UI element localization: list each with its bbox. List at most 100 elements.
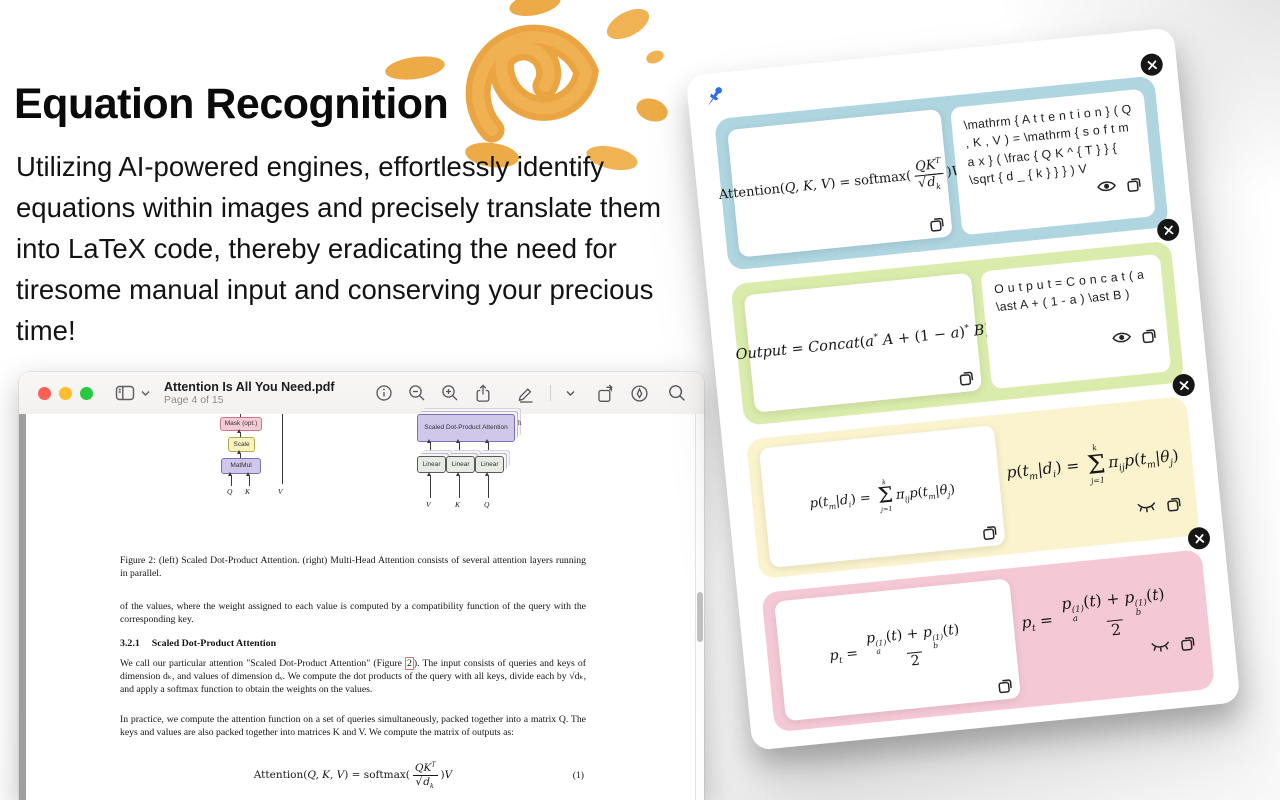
copy-icon [998,679,1012,694]
rotate-icon [598,384,613,402]
close-button[interactable] [1186,526,1212,551]
copy-latex-button[interactable] [1178,633,1197,652]
figure-label-h: h [518,419,522,427]
eye-open-icon [1112,332,1132,343]
share-button[interactable] [474,383,492,403]
close-button[interactable] [1139,52,1164,77]
copy-equation-button[interactable] [996,675,1015,694]
eye-closed-icon [1137,501,1155,512]
equation-results-card: Attention(Q, K, V) = softmax(QKT√dk)V \m… [685,27,1241,751]
chevron-down-icon [566,390,575,396]
rotate-button[interactable] [596,384,615,403]
figure-box-scale: Scale [228,437,255,452]
preview-toggle-button[interactable] [1111,329,1132,346]
copy-icon [1127,178,1141,192]
copy-latex-button[interactable] [1165,494,1184,513]
copy-equation-button[interactable] [928,214,947,233]
figure-caption: Figure 2: (left) Scaled Dot-Product Atte… [120,555,586,580]
pdf-page: Mask (opt.) Scale MatMul Q K V Scaled Do… [26,414,697,800]
sun-illustration [385,0,668,171]
latex-code-box: \mathrm { A t t e n t i o n } ( Q , K , … [950,88,1156,236]
equation-image: pt = p (1) a (t) + p (1) b (t) 2 [774,578,1021,722]
zoom-out-button[interactable] [408,384,426,402]
info-icon [376,385,392,401]
close-icon [1178,380,1189,390]
traffic-lights [38,386,93,400]
figure-label-v: V [278,487,283,496]
figure-box-linear-1: Linear [417,456,446,473]
zoom-in-icon [442,385,458,401]
latex-code[interactable]: O u t p u t = C o n c a t ( a \ast A + (… [993,267,1145,315]
figure-label-v2: V [426,500,431,509]
paper-paragraph: We call our particular attention "Scaled… [120,657,586,696]
copy-equation-button[interactable] [957,368,976,387]
close-icon [1194,533,1204,544]
zoom-window-button[interactable] [80,386,93,400]
paper-paragraph: In practice, we compute the attention fu… [120,714,586,739]
page-indicator: Page 4 of 15 [164,394,224,407]
sidebar-icon [115,385,135,401]
recognition-row-attention: Attention(Q, K, V) = softmax(QKT√dk)V \m… [713,52,1169,271]
copy-icon [930,217,944,232]
markup-button[interactable] [517,384,535,403]
pen-nib-circle-icon [631,384,648,402]
feature-description: Utilizing AI-powered engines, effortless… [16,151,662,346]
window-titlebar: Attention Is All You Need.pdf Page 4 of … [19,372,704,415]
pdf-viewer-window: Attention Is All You Need.pdf Page 4 of … [19,372,704,800]
latex-code-box: O u t p u t = C o n c a t ( a \ast A + (… [980,253,1172,390]
figure-label-k2: K [455,500,461,509]
close-icon [1163,225,1173,235]
scrollbar [695,414,704,800]
paper-paragraph: of the values, where the weight assigned… [120,601,586,626]
zoom-out-icon [409,385,425,401]
zoom-in-button[interactable] [441,384,459,402]
share-icon [476,383,490,402]
equation-image: Output = Concat(a* A + (1 − a)* B) [735,272,991,413]
search-icon [669,385,685,401]
copy-equation-button[interactable] [980,522,999,541]
pin-icon[interactable] [700,82,729,115]
preview-toggle-button[interactable] [1096,178,1117,195]
copy-icon [1142,329,1156,344]
eye-open-icon [1097,181,1116,192]
sidebar-toggle-button[interactable] [115,384,135,402]
recognition-row-average: pt = p (1) a (t) + p (1) b (t) 2 pt = p (1) a (t) … [761,526,1215,733]
copy-icon [983,526,997,540]
close-button[interactable] [1156,217,1181,242]
paper-equation: Attention(Q, K, V) = softmax(QKT √dk)V (1… [253,761,584,790]
equation-image: Attention(Q, K, V) = softmax(QKT√dk)V [718,108,962,258]
search-button[interactable] [668,384,686,402]
copy-latex-button[interactable] [1125,174,1144,193]
minimize-window-button[interactable] [59,386,72,400]
close-window-button[interactable] [38,386,51,400]
preview-toggle-button[interactable] [1150,637,1171,653]
copy-icon [959,371,974,386]
copy-icon [1181,637,1195,651]
info-button[interactable] [375,384,393,402]
recognition-row-concat: Output = Concat(a* A + (1 − a)* B) O u t… [730,217,1185,426]
highlight-button[interactable] [630,384,649,403]
toolbar-divider [550,385,551,401]
eye-closed-icon [1151,641,1169,652]
document-title: Attention Is All You Need.pdf [164,379,335,394]
pdf-content-area: Mask (opt.) Scale MatMul Q K V Scaled Do… [19,414,704,800]
close-button[interactable] [1171,373,1196,398]
figure-label-q2: Q [484,500,490,509]
sidebar-menu-button[interactable] [141,390,150,397]
markup-menu-button[interactable] [566,390,575,397]
figure-label-q: Q [227,487,233,496]
page-gutter [19,414,26,800]
copy-icon [1167,497,1181,512]
figure-box-mask: Mask (opt.) [220,417,262,431]
page-title: Equation Recognition [14,80,449,128]
preview-toggle-button[interactable] [1136,498,1157,514]
equation-number: (1) [572,770,584,781]
figure-box-sdpa: Scaled Dot-Product Attention [417,414,515,442]
figure-box-matmul: MatMul [221,458,261,474]
copy-latex-button[interactable] [1140,325,1159,344]
chevron-down-icon [141,390,150,396]
markup-pencil-icon [518,387,533,403]
section-heading: 3.2.1 Scaled Dot-Product Attention [120,638,277,649]
scrollbar-thumb[interactable] [697,592,703,642]
